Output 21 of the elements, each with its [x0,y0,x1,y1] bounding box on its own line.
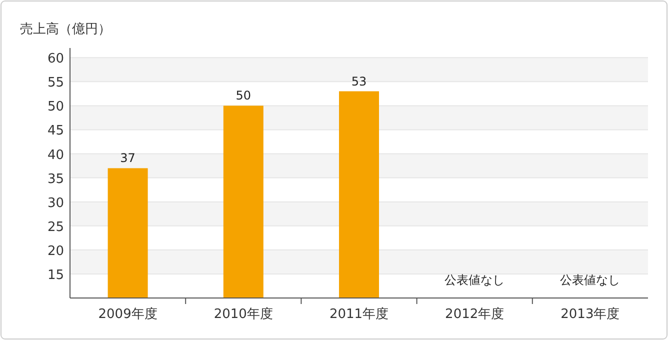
x-tick-label: 2012年度 [445,306,504,322]
y-tick-label: 55 [47,76,64,91]
x-tick-label: 2009年度 [98,306,158,322]
annotation: 公表値なし [560,273,620,287]
y-tick-label: 35 [47,172,64,187]
x-tick-label: 2013年度 [560,306,620,322]
y-tick-label: 25 [47,220,64,235]
data-label: 53 [351,74,367,88]
x-tick-label: 2010年度 [214,306,273,322]
annotation: 公表値なし [444,273,505,287]
y-tick-label: 50 [47,100,64,115]
data-label: 37 [120,151,136,166]
y-tick-label: 60 [47,52,64,67]
y-tick-label: 15 [47,268,64,283]
y-tick-label: 45 [47,124,64,139]
y-tick-label: 30 [47,196,64,211]
x-tick-label: 2011年度 [329,306,389,322]
y-tick-label: 40 [47,148,64,163]
y-tick-label: 20 [47,244,64,259]
data-label: 50 [236,88,252,103]
y-axis-title: 売上高（億円） [20,21,111,37]
